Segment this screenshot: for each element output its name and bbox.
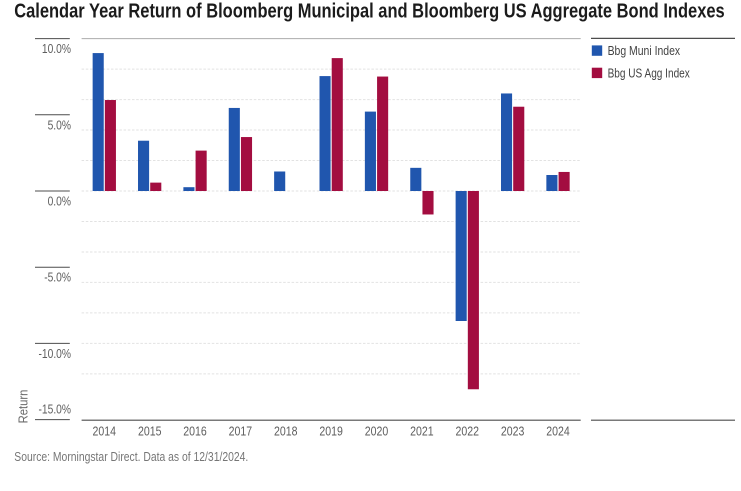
svg-text:Calendar Year Return of Bloomb: Calendar Year Return of Bloomberg Munici… (14, 0, 725, 22)
svg-text:2024: 2024 (546, 424, 570, 439)
svg-text:2017: 2017 (229, 424, 253, 439)
svg-text:10.0%: 10.0% (42, 41, 71, 56)
svg-text:2016: 2016 (183, 424, 207, 439)
svg-text:0.0%: 0.0% (48, 194, 72, 209)
svg-text:2015: 2015 (138, 424, 162, 439)
svg-text:2021: 2021 (410, 424, 434, 439)
svg-text:2020: 2020 (365, 424, 389, 439)
svg-text:Bbg Muni Index: Bbg Muni Index (608, 43, 681, 58)
svg-text:2019: 2019 (319, 424, 343, 439)
svg-text:-10.0%: -10.0% (39, 346, 72, 361)
svg-text:2022: 2022 (456, 424, 480, 439)
svg-text:-5.0%: -5.0% (44, 270, 71, 285)
svg-text:2014: 2014 (93, 424, 117, 439)
svg-text:5.0%: 5.0% (48, 117, 72, 132)
svg-text:Return: Return (15, 390, 30, 424)
svg-text:Source: Morningstar Direct. Da: Source: Morningstar Direct. Data as of 1… (14, 449, 248, 464)
svg-text:Bbg US Agg Index: Bbg US Agg Index (608, 66, 691, 81)
svg-text:2018: 2018 (274, 424, 298, 439)
svg-text:-15.0%: -15.0% (39, 402, 72, 417)
svg-text:2023: 2023 (501, 424, 525, 439)
